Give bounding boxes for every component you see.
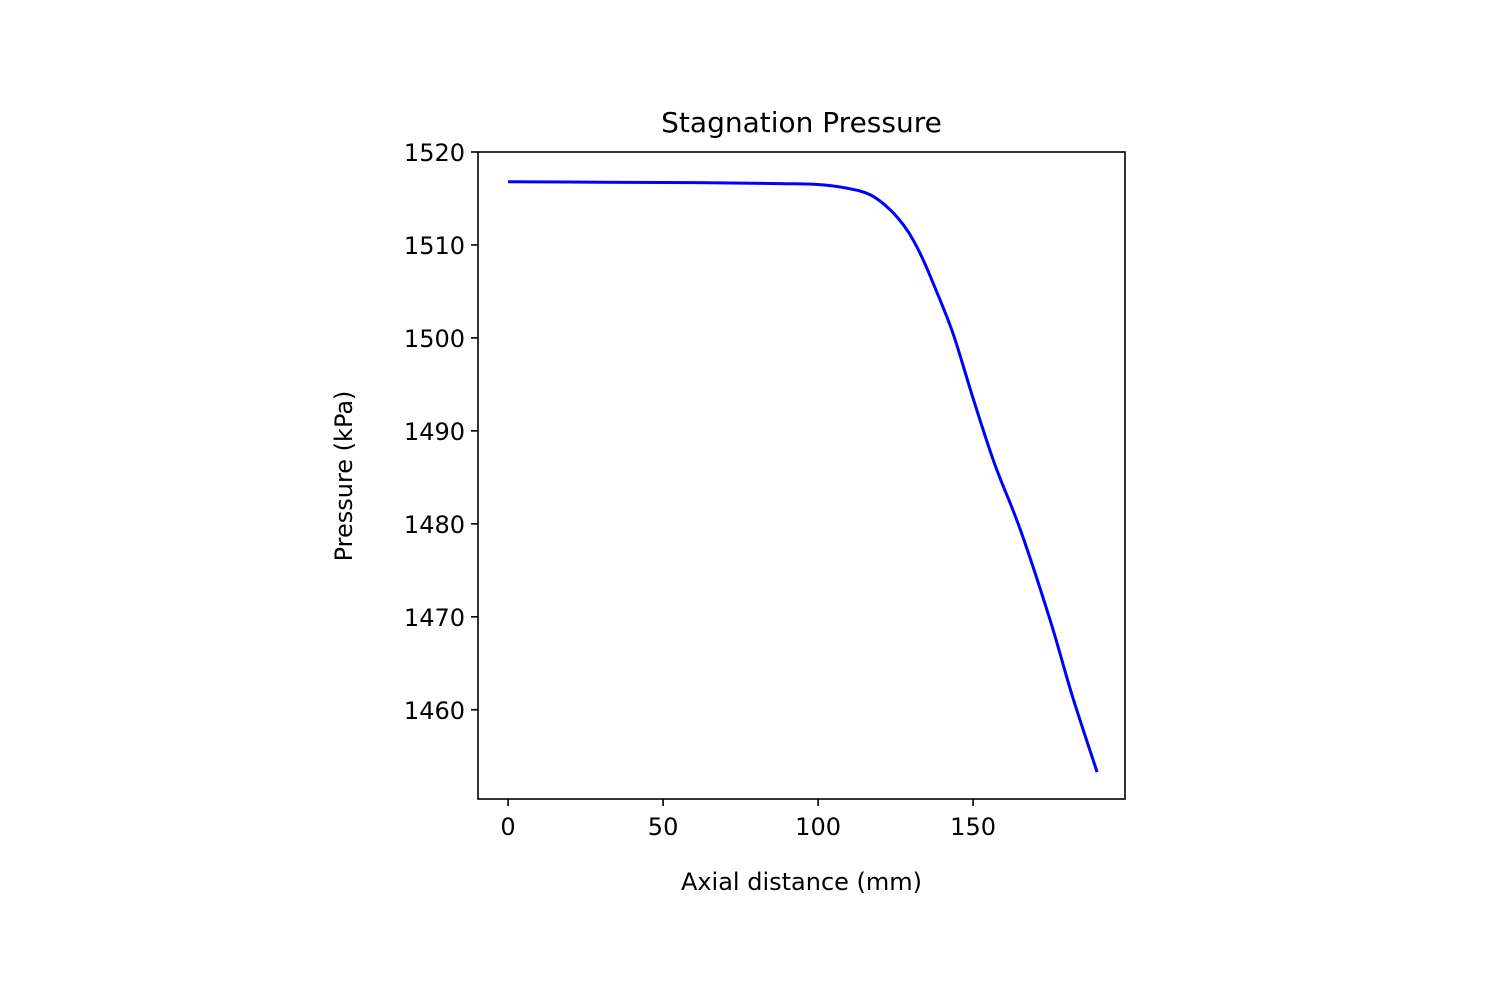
x-tick-label: 150 [950, 813, 996, 841]
plot-frame [477, 151, 1126, 800]
y-tick-label: 1460 [404, 697, 465, 725]
y-tick-label: 1520 [404, 139, 465, 167]
x-tick-label: 0 [500, 813, 515, 841]
y-tick-label: 1500 [404, 325, 465, 353]
y-tick-label: 1510 [404, 232, 465, 260]
y-tick-label: 1480 [404, 511, 465, 539]
y-tick-label: 1470 [404, 604, 465, 632]
y-axis-label: Pressure (kPa) [330, 391, 358, 562]
y-tick-label: 1490 [404, 418, 465, 446]
series-line [508, 180, 1099, 773]
x-tick-label: 50 [648, 813, 679, 841]
x-axis-label: Axial distance (mm) [681, 868, 922, 896]
x-tick-label: 100 [795, 813, 841, 841]
chart-title: Stagnation Pressure [661, 106, 942, 139]
